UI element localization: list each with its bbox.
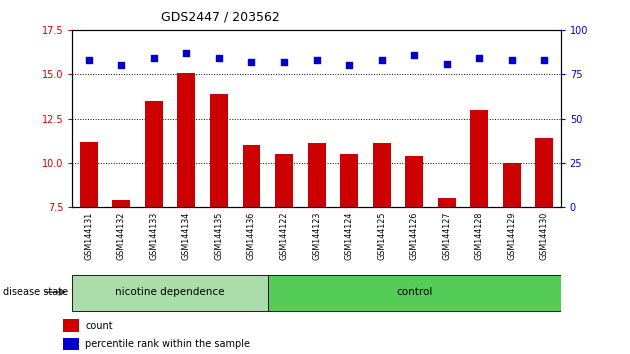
Text: control: control bbox=[396, 287, 432, 297]
Bar bbox=[373, 143, 391, 207]
Bar bbox=[63, 338, 79, 350]
Point bbox=[539, 57, 549, 63]
Point bbox=[507, 57, 517, 63]
Text: GSM144134: GSM144134 bbox=[182, 212, 191, 260]
Text: GSM144128: GSM144128 bbox=[475, 212, 484, 260]
Text: nicotine dependence: nicotine dependence bbox=[115, 287, 225, 297]
Point bbox=[312, 57, 322, 63]
Text: disease state: disease state bbox=[3, 287, 68, 297]
Text: GSM144130: GSM144130 bbox=[540, 212, 549, 260]
Bar bbox=[307, 143, 326, 207]
Bar bbox=[405, 156, 423, 207]
Text: GSM144131: GSM144131 bbox=[84, 212, 93, 260]
Text: GSM144133: GSM144133 bbox=[149, 212, 158, 260]
Text: GSM144136: GSM144136 bbox=[247, 212, 256, 260]
Text: GSM144125: GSM144125 bbox=[377, 212, 386, 261]
Point bbox=[181, 50, 192, 56]
Point bbox=[84, 57, 94, 63]
Point bbox=[474, 56, 484, 61]
Point bbox=[377, 57, 387, 63]
Bar bbox=[438, 198, 455, 207]
Point bbox=[279, 59, 289, 65]
Text: GSM144132: GSM144132 bbox=[117, 212, 126, 260]
Text: GSM144127: GSM144127 bbox=[442, 212, 451, 261]
Point bbox=[344, 63, 354, 68]
Bar bbox=[536, 138, 553, 207]
Bar bbox=[210, 94, 228, 207]
Bar bbox=[72, 275, 268, 311]
Text: count: count bbox=[85, 320, 113, 331]
Bar bbox=[63, 319, 79, 332]
Bar bbox=[471, 110, 488, 207]
Bar bbox=[112, 200, 130, 207]
Text: GSM144129: GSM144129 bbox=[507, 212, 517, 261]
Point bbox=[214, 56, 224, 61]
Point bbox=[410, 52, 420, 58]
Bar bbox=[145, 101, 163, 207]
Bar bbox=[178, 73, 195, 207]
Text: GSM144124: GSM144124 bbox=[345, 212, 353, 260]
Bar bbox=[268, 275, 561, 311]
Point bbox=[442, 61, 452, 67]
Bar bbox=[275, 154, 293, 207]
Bar bbox=[80, 142, 98, 207]
Text: percentile rank within the sample: percentile rank within the sample bbox=[85, 339, 250, 349]
Text: GDS2447 / 203562: GDS2447 / 203562 bbox=[161, 11, 280, 24]
Point bbox=[246, 59, 256, 65]
Bar bbox=[243, 145, 260, 207]
Text: GSM144122: GSM144122 bbox=[280, 212, 289, 261]
Text: GSM144123: GSM144123 bbox=[312, 212, 321, 260]
Bar bbox=[503, 163, 521, 207]
Text: GSM144126: GSM144126 bbox=[410, 212, 419, 260]
Text: GSM144135: GSM144135 bbox=[214, 212, 224, 260]
Point bbox=[149, 56, 159, 61]
Point bbox=[116, 63, 126, 68]
Bar bbox=[340, 154, 358, 207]
